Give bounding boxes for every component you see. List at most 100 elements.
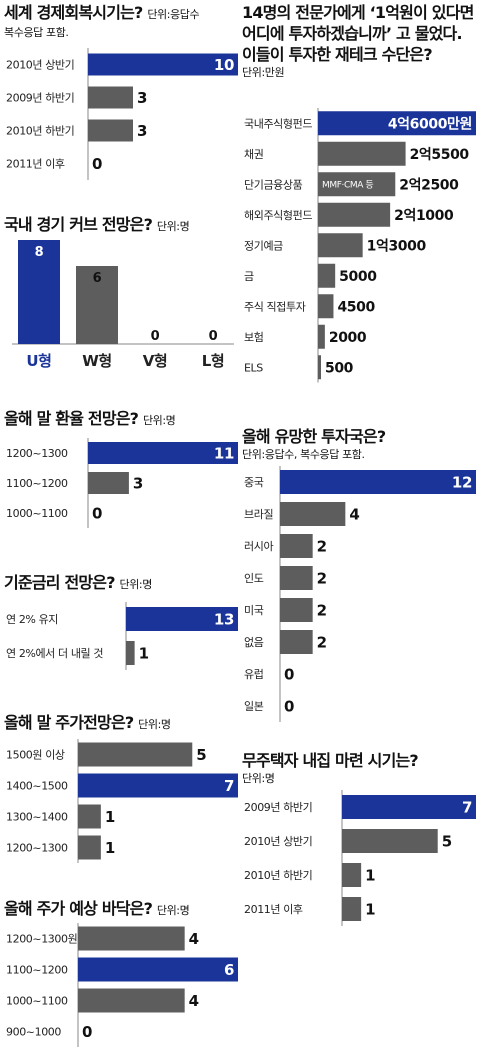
house-chart-panel: 무주택자 내집 마련 시기는? 단위:명 2009년 하반기 7 2010년 상반기…	[242, 750, 478, 930]
invest-category-label: 단기금융상품	[244, 178, 303, 191]
stock-bar	[78, 742, 193, 767]
country-value-label: 2	[317, 633, 327, 651]
stock-bar	[78, 804, 101, 829]
stock-chart-panel: 올해 말 주가전망은? 단위:명 1500원 이상 5 1400~1500 7 1300…	[4, 712, 240, 866]
house-value-label: 7	[462, 798, 472, 816]
recovery-category-label: 2010년 하반기	[6, 124, 74, 138]
bottom-category-label: 1200~1300원	[6, 933, 77, 946]
invest-title-3: 이들이 투자한 재테크 수단은?	[242, 45, 433, 64]
country-category-label: 미국	[244, 604, 264, 617]
curve-unit: 단위:명	[156, 220, 190, 233]
curve-title-line: 국내 경기 커브 전망은? 단위:명	[4, 214, 240, 237]
country-title: 올해 유망한 투자국은?	[242, 427, 386, 446]
country-bar	[280, 598, 313, 622]
bottom-value-label: 4	[189, 930, 199, 948]
curve-category-label: U형	[26, 352, 51, 370]
fx-chart-panel: 올해 말 환율 전망은? 단위:명 1200~1300 11 1100~1200 3 1…	[4, 408, 240, 534]
fx-category-label: 1000~1100	[6, 507, 68, 520]
country-category-label: 일본	[244, 699, 264, 713]
country-chart-panel: 올해 유망한 투자국은? 단위:응답수, 복수응답 포함. 중국 12 브라질 4 러시…	[242, 426, 478, 726]
rate-bar	[126, 607, 238, 631]
bottom-unit: 단위:명	[156, 904, 190, 917]
fx-value-label: 0	[92, 504, 102, 522]
stock-bar	[78, 773, 238, 798]
invest-category-label: 금	[244, 270, 254, 283]
recovery-category-label: 2011년 이후	[6, 158, 65, 171]
invest-bar	[318, 233, 363, 258]
country-bar	[280, 502, 346, 526]
house-bar-chart: 2009년 하반기 7 2010년 상반기 5 2010년 하반기 1 2011년 이후 1	[244, 790, 476, 926]
invest-value-label: 4억6000만원	[388, 116, 472, 132]
stock-value-label: 7	[224, 777, 234, 795]
invest-bar	[318, 172, 396, 197]
curve-column	[18, 240, 60, 344]
stock-value-label: 1	[105, 839, 115, 857]
recovery-value-label: 3	[137, 122, 147, 140]
bottom-value-label: 0	[82, 1023, 92, 1041]
house-bar	[342, 897, 362, 921]
invest-category-label: 국내주식형펀드	[244, 117, 312, 130]
invest-category-label: 채권	[244, 148, 263, 161]
fx-bar-chart: 1200~1300 11 1100~1200 3 1000~1100 0	[6, 438, 238, 528]
curve-category-label: W형	[82, 352, 112, 370]
stock-title: 올해 말 주가전망은?	[4, 713, 134, 732]
rate-unit: 단위:명	[119, 578, 152, 591]
invest-category-label: 정기예금	[244, 239, 283, 252]
invest-value-label: 1억3000	[367, 238, 427, 254]
recovery-chart-panel: 세계 경제회복시기는? 단위:응답수 복수응답 포함. 2010년 상반기 10 2…	[4, 2, 240, 182]
fx-bar	[88, 442, 238, 464]
country-category-label: 없음	[244, 636, 264, 649]
fx-value-label: 3	[133, 474, 143, 492]
curve-title: 국내 경기 커브 전망은?	[4, 215, 153, 234]
stock-bar-chart: 1500원 이상 5 1400~1500 7 1300~1400 1 1200~1300 1	[6, 739, 238, 863]
country-bar	[280, 566, 313, 590]
invest-category-label: 해외주식형펀드	[244, 208, 312, 222]
stock-unit: 단위:명	[138, 718, 171, 731]
house-title: 무주택자 내집 마련 시기는?	[242, 751, 419, 770]
rate-value-label: 13	[214, 610, 234, 628]
stock-category-label: 1400~1500	[6, 780, 68, 793]
recovery-bar	[88, 53, 238, 76]
recovery-bar	[88, 119, 133, 142]
country-value-label: 0	[284, 697, 294, 715]
invest-value-label: 2억2500	[399, 177, 459, 193]
stock-value-label: 1	[105, 808, 115, 826]
invest-value-label: 2억1000	[394, 208, 454, 224]
country-category-label: 유럽	[244, 667, 263, 681]
recovery-unit-line: 복수응답 포함.	[4, 26, 69, 39]
bottom-bar	[78, 957, 238, 982]
invest-title-1: 14명의 전문가에게 ‘1억원이 있다면	[242, 3, 474, 22]
invest-value-label: 5000	[339, 269, 377, 285]
country-category-label: 브라질	[244, 508, 273, 521]
fx-category-label: 1100~1200	[6, 477, 68, 490]
fx-unit: 단위:명	[142, 414, 176, 427]
invest-category-label: 보험	[244, 331, 263, 344]
rate-title-line: 기준금리 전망은? 단위:명	[4, 572, 240, 595]
recovery-title-line: 세계 경제회복시기는? 단위:응답수	[4, 2, 240, 25]
stock-category-label: 1200~1300	[6, 842, 68, 855]
country-value-label: 2	[317, 537, 327, 555]
bottom-value-label: 4	[189, 992, 199, 1010]
invest-bar	[318, 141, 406, 166]
invest-bar	[318, 324, 325, 349]
invest-value-label: 2000	[329, 330, 367, 346]
invest-annotation: MMF·CMA 등	[322, 179, 373, 190]
house-bar	[342, 863, 362, 887]
country-category-label: 인도	[244, 572, 264, 585]
recovery-bar-chart: 2010년 상반기 10 2009년 하반기 3 2010년 하반기 3 2011년 이후 0	[6, 48, 238, 180]
country-bar	[280, 630, 313, 654]
country-bar-chart: 중국 12 브라질 4 러시아 2 인도 2 미국 2 없음 2 유럽 0 일본 0	[244, 466, 476, 722]
house-value-label: 1	[365, 866, 375, 884]
house-category-label: 2009년 하반기	[244, 800, 312, 814]
bottom-chart-panel: 올해 주가 예상 바닥은? 단위:명 1200~1300원 4 1100~1200 6…	[4, 898, 240, 1050]
country-bar	[280, 534, 313, 558]
curve-value-label: 6	[93, 271, 102, 286]
country-unit-line: 단위:응답수, 복수응답 포함.	[242, 448, 365, 461]
house-unit-line: 단위:명	[242, 772, 275, 785]
country-value-label: 4	[349, 505, 359, 523]
house-category-label: 2011년 이후	[244, 903, 303, 916]
invest-category-label: ELS	[244, 361, 263, 374]
curve-column-chart: 8 U형 6 W형 0 V형 0 L형	[12, 240, 234, 370]
invest-bar	[318, 202, 391, 227]
rate-category-label: 연 2%에서 더 내릴 것	[6, 647, 103, 660]
